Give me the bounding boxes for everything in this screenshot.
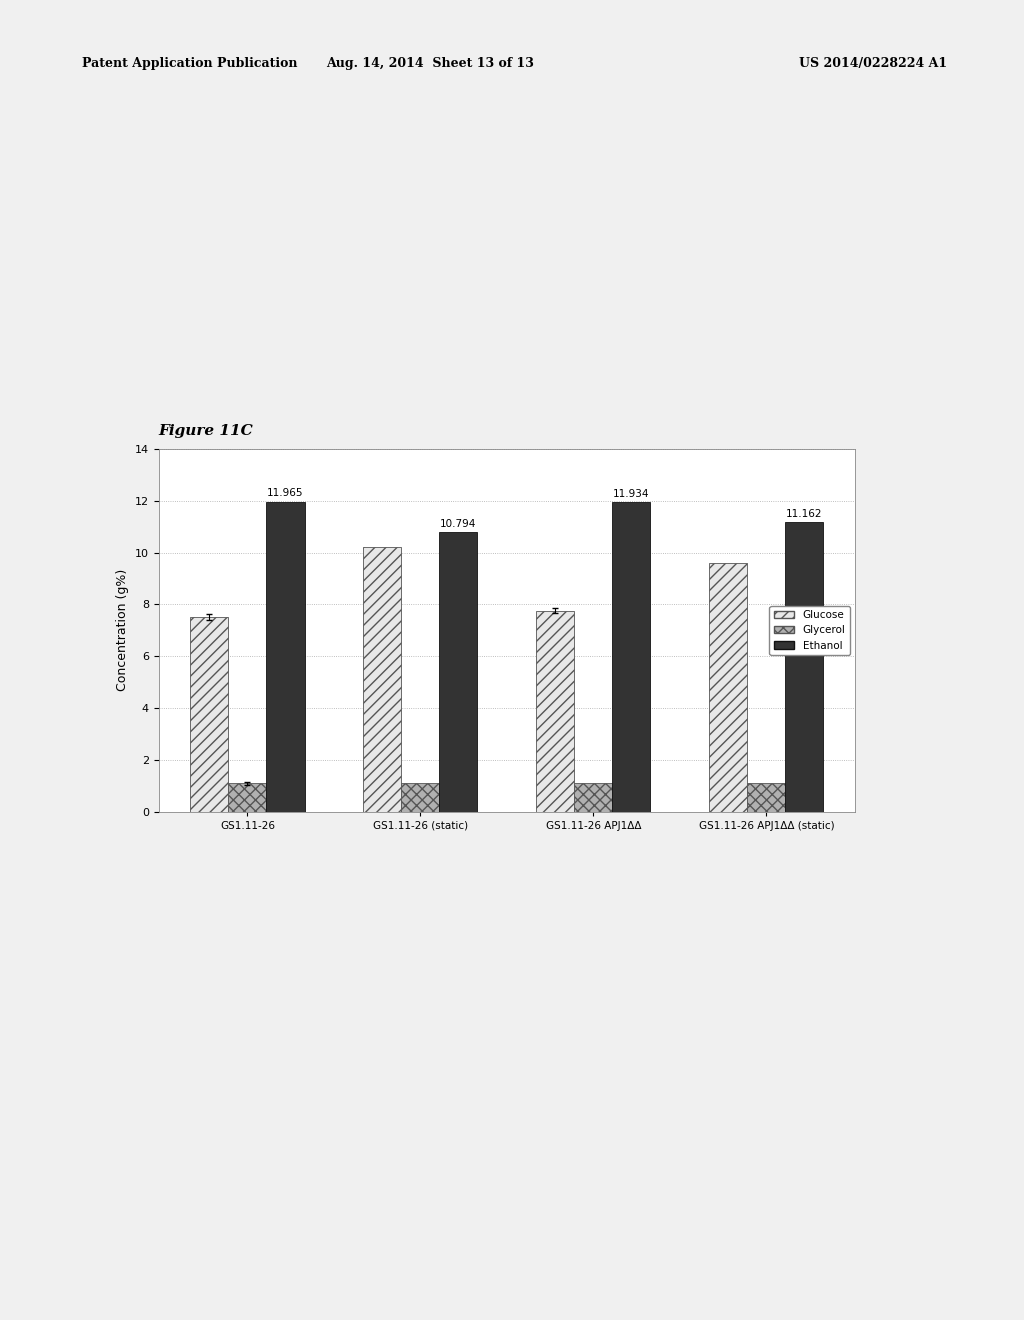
Bar <box>439 532 477 812</box>
Text: Aug. 14, 2014  Sheet 13 of 13: Aug. 14, 2014 Sheet 13 of 13 <box>326 57 535 70</box>
Text: 11.162: 11.162 <box>786 510 822 519</box>
Bar <box>190 618 228 812</box>
Bar <box>785 523 823 812</box>
Bar <box>574 783 612 812</box>
Bar <box>537 611 574 812</box>
Bar <box>266 502 304 812</box>
Text: Patent Application Publication: Patent Application Publication <box>82 57 297 70</box>
Bar <box>710 562 748 812</box>
Legend: Glucose, Glycerol, Ethanol: Glucose, Glycerol, Ethanol <box>769 606 850 655</box>
Y-axis label: Concentration (g%): Concentration (g%) <box>117 569 129 692</box>
Bar <box>748 783 785 812</box>
Bar <box>612 503 650 812</box>
Bar <box>228 783 266 812</box>
Text: 11.965: 11.965 <box>267 488 304 499</box>
Bar <box>401 783 439 812</box>
Bar <box>364 548 401 812</box>
Text: Figure 11C: Figure 11C <box>159 424 254 438</box>
Text: 10.794: 10.794 <box>440 519 476 529</box>
Text: 11.934: 11.934 <box>613 490 649 499</box>
Text: US 2014/0228224 A1: US 2014/0228224 A1 <box>799 57 947 70</box>
